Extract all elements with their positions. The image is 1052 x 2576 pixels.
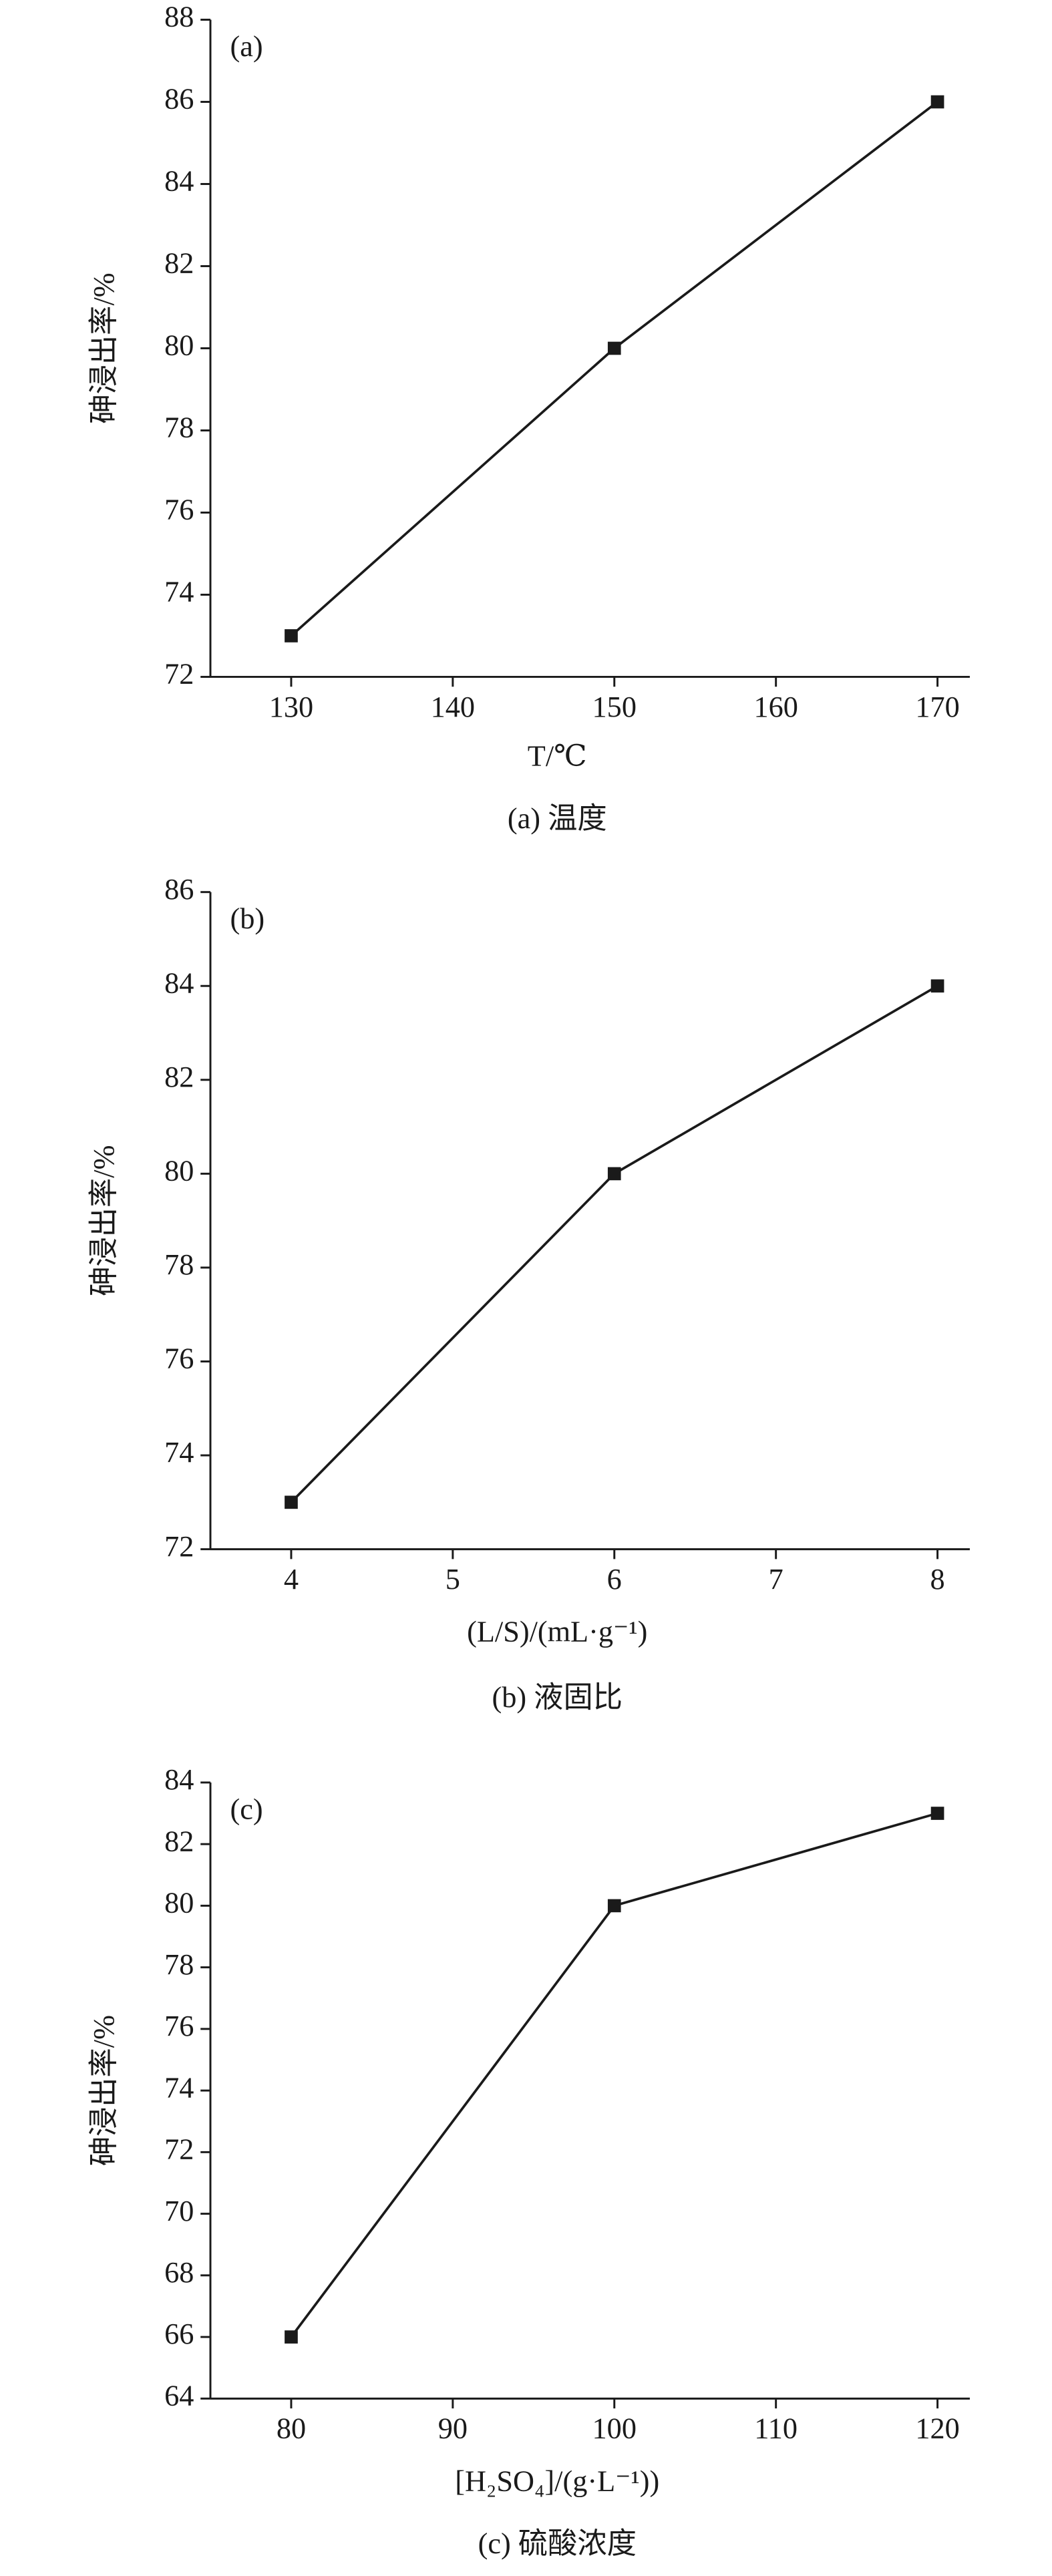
data-point — [285, 1495, 298, 1509]
x-tick-label: 7 — [769, 1563, 783, 1596]
y-axis-label: 砷浸出率/% — [87, 272, 120, 423]
y-tick-label: 64 — [164, 2380, 194, 2412]
data-point — [607, 1899, 621, 1913]
caption: (c) 硫酸浓度 — [478, 2527, 637, 2560]
y-tick-label: 82 — [164, 1061, 194, 1093]
y-tick-label: 74 — [164, 1436, 194, 1469]
x-tick-label: 8 — [930, 1563, 944, 1596]
y-tick-label: 82 — [164, 1825, 194, 1857]
x-axis-label: (L/S)/(mL·g⁻¹) — [467, 1616, 647, 1648]
y-tick-label: 78 — [164, 1248, 194, 1281]
data-line — [290, 1812, 938, 2338]
x-tick-label: 130 — [269, 691, 313, 723]
data-point — [930, 979, 944, 993]
data-point — [607, 1167, 621, 1181]
data-point — [930, 95, 944, 109]
y-tick-label: 72 — [164, 658, 194, 691]
y-tick-label: 84 — [164, 165, 194, 198]
x-tick-label: 170 — [915, 691, 959, 723]
panel-label: (a) — [230, 30, 263, 63]
y-tick-label: 84 — [164, 1763, 194, 1796]
y-tick-label: 68 — [164, 2256, 194, 2289]
panel-label: (c) — [230, 1793, 263, 1825]
y-tick-label: 76 — [164, 494, 194, 526]
data-point — [285, 629, 298, 642]
data-line — [290, 101, 938, 637]
y-tick-label: 76 — [164, 1342, 194, 1375]
caption: (b) 液固比 — [492, 1681, 623, 1714]
y-tick-label: 86 — [164, 83, 194, 116]
x-tick-label: 160 — [753, 691, 798, 723]
y-tick-label: 78 — [164, 411, 194, 444]
chart-panel: 64 66 68 70 72 74 76 78 80 82 84 80 90 100 110 120 (c) [H… — [87, 1763, 970, 2560]
x-tick-label: 5 — [446, 1563, 460, 1596]
y-tick-label: 72 — [164, 2133, 194, 2166]
x-tick-label: 80 — [277, 2412, 306, 2445]
data-point — [285, 2330, 298, 2344]
x-tick-label: 4 — [284, 1563, 299, 1596]
y-axis-label: 砷浸出率/% — [87, 1145, 120, 1296]
y-tick-label: 72 — [164, 1530, 194, 1563]
chart-panel: 72 74 76 78 80 82 84 86 88 130 140 150 160 170 (a) T/℃ (… — [87, 1, 970, 835]
x-tick-label: 150 — [592, 691, 637, 723]
y-tick-label: 80 — [164, 329, 194, 362]
panel-label: (b) — [230, 902, 265, 935]
y-tick-label: 86 — [164, 873, 194, 906]
x-tick-label: 90 — [438, 2412, 468, 2445]
y-tick-label: 88 — [164, 1, 194, 33]
x-axis-label: T/℃ — [528, 740, 587, 773]
x-axis-label: [H₂SO₄]/(g·L⁻¹)) — [455, 2464, 659, 2497]
y-tick-label: 84 — [164, 966, 194, 999]
y-tick-label: 66 — [164, 2318, 194, 2350]
y-tick-label: 70 — [164, 2195, 194, 2227]
x-tick-label: 6 — [607, 1563, 622, 1596]
y-tick-label: 80 — [164, 1887, 194, 1919]
y-tick-label: 76 — [164, 2010, 194, 2042]
y-tick-label: 78 — [164, 1948, 194, 1981]
x-tick-label: 120 — [915, 2412, 959, 2445]
data-point — [930, 1807, 944, 1820]
data-point — [607, 341, 621, 355]
y-tick-label: 80 — [164, 1155, 194, 1187]
y-tick-label: 74 — [164, 576, 194, 608]
y-tick-label: 74 — [164, 2071, 194, 2104]
data-line — [290, 984, 938, 1503]
caption: (a) 温度 — [508, 802, 607, 835]
x-tick-label: 100 — [592, 2412, 637, 2445]
x-tick-label: 110 — [754, 2412, 798, 2445]
x-tick-label: 140 — [431, 691, 475, 723]
y-tick-label: 82 — [164, 247, 194, 280]
y-axis-label: 砷浸出率/% — [87, 2015, 120, 2166]
